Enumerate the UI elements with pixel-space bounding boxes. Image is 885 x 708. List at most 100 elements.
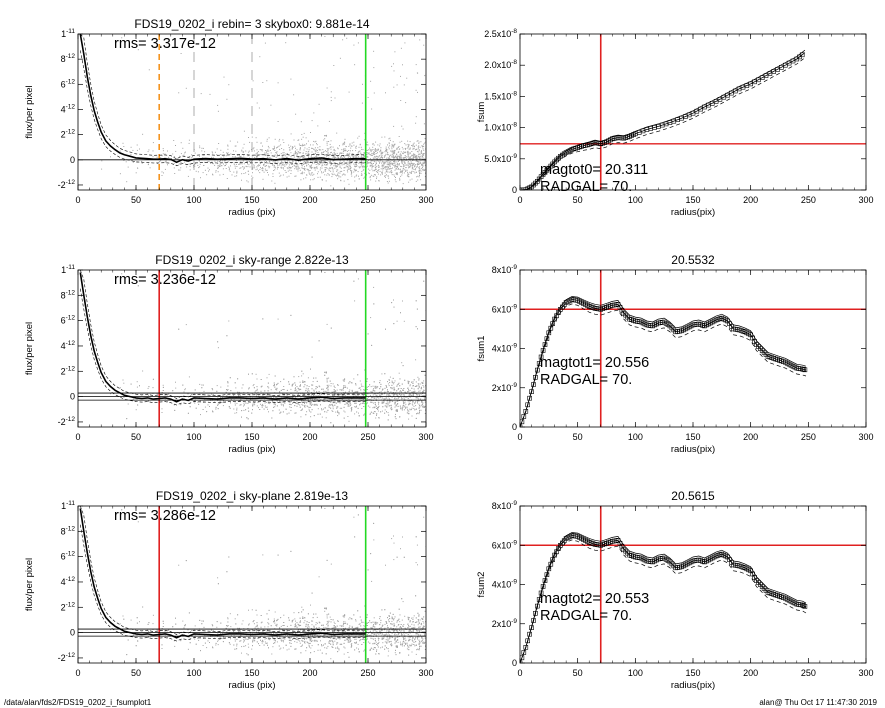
sky-pixel [361,403,363,404]
sky-pixel [367,97,369,98]
sky-pixel [294,153,296,155]
sky-pixel [179,169,181,171]
sky-pixel [415,180,417,182]
x-tick-label: 100 [186,432,201,442]
sky-pixel [273,403,275,405]
sky-pixel [420,172,422,174]
sky-pixel [390,150,392,152]
sky-pixel [306,402,308,404]
sky-pixel [379,382,381,384]
sky-pixel [374,170,376,172]
sky-pixel [295,160,297,162]
sky-pixel [422,403,423,405]
sky-pixel [416,166,418,168]
sky-pixel [407,147,409,149]
sky-pixel [385,397,387,399]
sky-pixel [400,171,402,173]
sky-pixel [158,161,160,162]
sky-pixel [357,137,359,139]
sky-pixel [290,145,292,147]
sky-pixel [356,174,358,176]
sky-pixel [261,168,263,169]
sky-pixel [385,403,387,405]
series-lower-envelope [520,303,807,427]
sky-pixel [404,407,406,408]
sky-pixel [303,156,304,158]
sky-pixel [344,148,346,150]
sky-pixel [300,388,302,390]
sky-pixel [388,143,390,145]
sky-pixel [415,408,417,410]
sky-pixel [355,384,357,386]
sky-pixel [312,381,314,383]
sky-pixel [274,406,276,408]
sky-pixel [221,165,223,167]
sky-pixel [251,373,253,375]
sky-pixel [350,173,352,175]
sky-pixel [216,154,218,155]
sky-pixel [327,386,329,387]
sky-pixel [420,394,422,396]
sky-pixel [370,179,372,181]
sky-pixel [319,146,321,148]
sky-pixel [319,149,321,151]
sky-pixel [420,155,422,157]
sky-pixel [306,161,308,163]
sky-pixel [361,173,363,175]
sky-pixel [416,385,418,387]
sky-pixel [370,317,372,319]
sky-pixel [323,399,325,401]
sky-pixel [268,150,270,152]
sky-pixel [409,400,411,402]
sky-pixel [313,178,315,180]
sky-pixel [315,395,317,397]
sky-pixel [367,402,368,404]
sky-pixel [241,163,243,165]
sky-pixel [370,174,372,176]
sky-pixel [303,393,305,395]
sky-pixel [376,177,377,179]
sky-pixel [362,395,364,396]
sky-pixel [405,160,407,161]
sky-pixel [297,139,299,141]
sky-pixel [282,411,284,413]
sky-pixel [383,163,385,164]
sky-pixel [344,141,346,143]
sky-pixel [294,151,296,153]
sky-pixel [267,386,269,388]
sky-pixel [387,168,389,170]
sky-pixel [350,167,352,169]
sky-pixel [424,395,426,397]
x-tick-label: 50 [131,195,141,205]
sky-pixel [341,407,343,409]
sky-pixel [276,383,278,385]
sky-pixel [215,171,217,173]
sky-pixel [366,141,368,143]
sky-pixel [288,383,290,385]
sky-pixel [307,406,309,408]
sky-pixel [418,169,420,171]
sky-pixel [384,156,385,158]
sky-pixel [396,172,398,174]
sky-pixel [312,147,314,149]
sky-pixel [301,400,302,402]
sky-pixel [332,272,334,274]
sky-pixel [402,170,404,171]
sky-pixel [419,395,420,397]
sky-pixel [391,396,393,398]
sky-pixel [419,405,421,406]
sky-pixel [280,166,282,168]
sky-pixel [423,386,425,388]
sky-pixel [274,404,276,406]
sky-pixel [217,166,219,168]
sky-pixel [246,417,248,419]
sky-pixel [186,166,188,168]
sky-pixel [229,170,231,172]
sky-pixel [400,396,402,398]
sky-pixel [296,158,298,160]
sky-pixel [348,165,350,167]
sky-pixel [409,400,411,402]
sky-pixel [319,158,321,160]
sky-pixel [312,179,314,181]
sky-pixel [281,404,283,406]
